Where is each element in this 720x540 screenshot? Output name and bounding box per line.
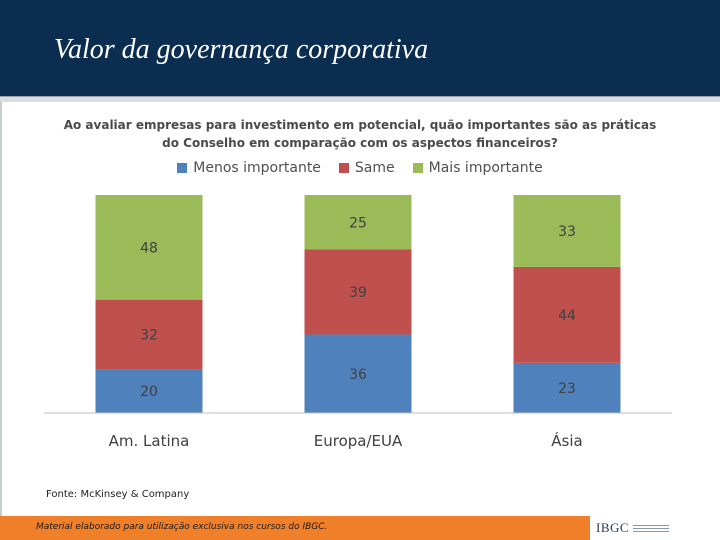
category-label-sia: Ásia	[551, 431, 582, 450]
chart-legend: Menos importante Same Mais importante	[0, 160, 720, 176]
slide-header: Valor da governança corporativa	[0, 0, 720, 96]
left-divider	[0, 102, 2, 516]
header-divider	[0, 96, 720, 102]
logo-text: IBGC	[596, 520, 630, 535]
legend-swatch-menos-importante	[177, 163, 188, 173]
bar-sia-mais-importante	[513, 195, 621, 267]
bar-sia-menos-importante	[513, 362, 621, 413]
data-label-sia-menos-importante: 23	[558, 381, 576, 397]
bar-europa-eua-mais-importante	[304, 195, 412, 250]
data-label-am-latina-menos-importante: 20	[140, 384, 158, 400]
bar-sia-same	[513, 266, 621, 363]
data-label-am-latina-same: 32	[140, 328, 158, 344]
legend-item-menos-importante: Menos importante	[177, 160, 321, 176]
data-label-europa-eua-menos-importante: 36	[349, 367, 367, 383]
bar-europa-eua-menos-importante	[304, 334, 412, 413]
ibgc-logo: IBGC	[590, 516, 720, 540]
legend-item-same: Same	[338, 160, 395, 176]
bar-am-latina-menos-importante	[95, 369, 203, 413]
category-label-am-latina: Am. Latina	[109, 432, 190, 450]
category-label-europa-eua: Europa/EUA	[314, 432, 403, 450]
data-label-europa-eua-same: 39	[349, 285, 367, 301]
legend-item-mais-importante: Mais importante	[412, 160, 543, 176]
data-label-sia-same: 44	[558, 308, 576, 324]
slide-title: Valor da governança corporativa	[54, 34, 429, 65]
legend-swatch-same	[338, 163, 349, 173]
legend-label-menos-importante: Menos importante	[193, 160, 321, 176]
bar-am-latina-same	[95, 299, 203, 370]
chart-title-line-2: do Conselho em comparação com os aspecto…	[162, 136, 558, 150]
stacked-bar-chart: 20 32 48 Am. Latina 36 39 25 Europa/EUA 23 44 33 Ás…	[44, 195, 672, 450]
bar-europa-eua-same	[304, 249, 412, 335]
source-note: Fonte: McKinsey & Company	[46, 489, 190, 500]
data-label-am-latina-mais-importante: 48	[140, 240, 158, 256]
legend-label-mais-importante: Mais importante	[428, 160, 543, 176]
data-label-europa-eua-mais-importante: 25	[349, 215, 367, 231]
footer-note: Material elaborado para utilização exclu…	[36, 522, 328, 532]
bar-am-latina-mais-importante	[95, 195, 203, 300]
chart-title-line-1: Ao avaliar empresas para investimento em…	[63, 118, 657, 132]
data-label-sia-mais-importante: 33	[558, 224, 576, 240]
legend-label-same: Same	[354, 160, 395, 176]
legend-swatch-mais-importante	[412, 163, 423, 173]
logo-fine-print-mark	[633, 524, 670, 532]
chart-title: Ao avaliar empresas para investimento em…	[60, 116, 660, 152]
slide-footer: Material elaborado para utilização exclu…	[0, 516, 720, 540]
